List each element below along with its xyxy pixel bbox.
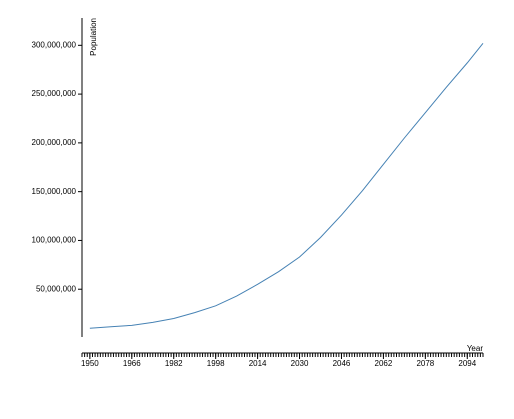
x-tick-label: 1950 [81,359,99,368]
y-tick-label: 200,000,000 [32,138,77,147]
x-tick-label: 2014 [249,359,267,368]
y-tick-label: 50,000,000 [36,284,77,293]
x-tick-label: 1982 [165,359,183,368]
x-tick-label: 1966 [123,359,141,368]
x-tick-label: 2094 [458,359,476,368]
y-tick-label: 150,000,000 [32,187,77,196]
x-tick-label: 2078 [416,359,434,368]
x-axis-label: Year [467,344,484,353]
y-tick-label: 100,000,000 [32,236,77,245]
x-tick-label: 2046 [333,359,351,368]
y-tick-label: 300,000,000 [32,40,77,49]
x-tick-label: 1998 [207,359,225,368]
y-axis-label: Population [89,18,98,56]
y-tick-label: 250,000,000 [32,89,77,98]
x-tick-label: 2030 [291,359,309,368]
line [89,43,484,329]
x-tick-label: 2062 [375,359,393,368]
